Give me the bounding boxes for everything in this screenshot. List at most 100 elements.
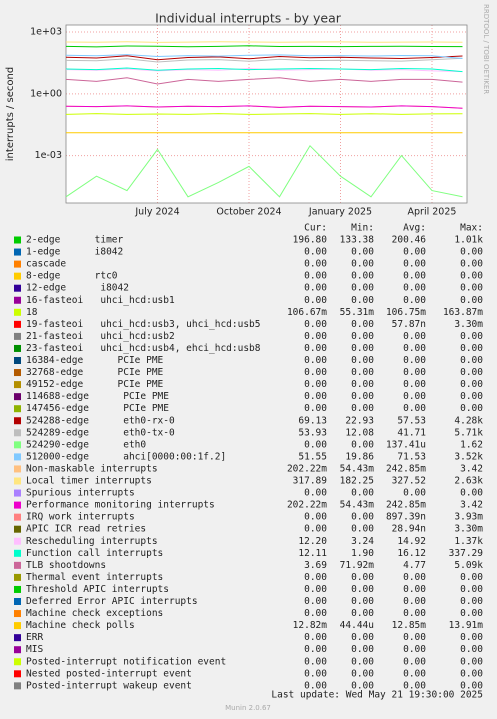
chart-title: Individual interrupts - by year [155, 11, 342, 26]
legend-swatch [14, 272, 21, 280]
legend-stat: 0.00 [304, 391, 327, 402]
legend-stat: 0.00 [304, 403, 327, 414]
legend-stat: 12.11 [298, 548, 327, 559]
legend-stat: 12.82m [293, 620, 328, 631]
legend-stat: 0.00 [351, 343, 374, 354]
legend-swatch [14, 284, 21, 292]
legend-stat: 242.85m [386, 463, 426, 474]
legend-stat: 55.31m [340, 307, 375, 318]
legend-stat: 0.00 [304, 608, 327, 619]
legend-stat: 41.71 [397, 427, 426, 438]
legend-swatch [14, 332, 21, 340]
legend-swatch [14, 646, 21, 654]
legend-stat: 0.00 [351, 668, 374, 679]
legend-swatch [14, 260, 21, 268]
legend-label: ERR [26, 632, 43, 643]
legend-stat: 0.00 [304, 271, 327, 282]
legend-stat: 57.87n [392, 319, 426, 330]
legend-stat: 1.37k [454, 536, 483, 547]
legend-stat: 0.00 [460, 656, 483, 667]
legend-label: 19-fasteoi uhci_hcd:usb3, uhci_hcd:usb5 [26, 319, 261, 330]
legend-stat: 182.25 [340, 476, 374, 487]
legend-stat: 0.00 [351, 608, 374, 619]
legend-stat: 5.71k [454, 427, 483, 438]
legend-stat: 0.00 [304, 596, 327, 607]
legend-stat: 19.86 [345, 451, 374, 462]
legend-swatch [14, 549, 21, 557]
legend-stat: 0.00 [460, 596, 483, 607]
legend-stat: 0.00 [403, 391, 426, 402]
legend-stat: 0.00 [460, 584, 483, 595]
legend-stat: 22.93 [345, 415, 374, 426]
series-line [65, 45, 463, 48]
legend-stat: 0.00 [304, 355, 327, 366]
legend-stat: 0.00 [304, 379, 327, 390]
legend-stat: 0.00 [403, 367, 426, 378]
legend-stat: 0.00 [351, 596, 374, 607]
legend-stat: 13.91m [449, 620, 484, 631]
legend-label: Machine check polls [26, 620, 135, 631]
series-line [65, 105, 463, 109]
legend-swatch [14, 465, 21, 473]
legend-swatch [14, 610, 21, 618]
legend-stat: 2.63k [454, 476, 483, 487]
legend-stat: 0.00 [403, 584, 426, 595]
legend-stat: 106.67m [287, 307, 327, 318]
series-line [65, 77, 463, 85]
legend-stat: 3.93m [454, 512, 483, 523]
legend-stat: 0.00 [403, 596, 426, 607]
legend-stat: 0.00 [403, 271, 426, 282]
legend-stat: 0.00 [460, 632, 483, 643]
legend-stat: 0.00 [351, 524, 374, 535]
legend-label: Spurious interrupts [26, 488, 135, 499]
legend-swatch [14, 453, 21, 461]
legend-swatch [14, 308, 21, 316]
legend-label: cascade [26, 259, 66, 270]
legend-stat: 0.00 [351, 488, 374, 499]
legend-stat: 51.55 [298, 451, 327, 462]
legend-stat: 163.87m [443, 307, 483, 318]
legend-stat: 0.00 [403, 656, 426, 667]
x-tick-label: October 2024 [216, 207, 281, 218]
legend-swatch [14, 658, 21, 666]
legend-stat: 16.12 [397, 548, 426, 559]
legend-stat: 1.90 [351, 548, 374, 559]
legend-stat: 242.85m [386, 500, 426, 511]
legend-stat: 0.00 [304, 331, 327, 342]
legend-stat: 12.20 [298, 536, 327, 547]
legend-stat: 0.00 [351, 331, 374, 342]
legend-stat: 0.00 [304, 367, 327, 378]
legend-header: Cur: [304, 223, 327, 234]
legend-stat: 0.00 [460, 247, 483, 258]
x-tick-label: July 2024 [134, 207, 179, 218]
x-tick-label: January 2025 [308, 207, 372, 218]
legend-swatch [14, 393, 21, 401]
legend-stat: 14.92 [397, 536, 426, 547]
legend-stat: 0.00 [460, 572, 483, 583]
legend-stat: 3.69 [304, 560, 327, 571]
legend-swatch [14, 573, 21, 581]
legend-stat: 54.43m [340, 463, 375, 474]
legend-swatch [14, 525, 21, 533]
legend-stat: 0.00 [304, 572, 327, 583]
legend-stat: 0.00 [304, 656, 327, 667]
legend-label: 147456-edge PCIe PME [26, 403, 169, 414]
legend-stat: 0.00 [351, 247, 374, 258]
legend-stat: 0.00 [403, 331, 426, 342]
legend-stat: 0.00 [403, 355, 426, 366]
legend-stat: 0.00 [403, 632, 426, 643]
legend-swatch [14, 441, 21, 449]
legend-swatch [14, 622, 21, 630]
legend-stat: 3.42 [460, 463, 483, 474]
legend-stat: 0.00 [460, 608, 483, 619]
legend-label: 114688-edge PCIe PME [26, 391, 169, 402]
legend-stat: 0.00 [403, 572, 426, 583]
legend-stat: 0.00 [304, 319, 327, 330]
legend-stat: 12.85m [392, 620, 427, 631]
legend-swatch [14, 320, 21, 328]
legend-swatch [14, 344, 21, 352]
legend-swatch [14, 357, 21, 364]
legend-label: 16384-edge PCIe PME [26, 355, 164, 366]
legend-stat: 0.00 [460, 331, 483, 342]
legend-stat: 0.00 [460, 488, 483, 499]
